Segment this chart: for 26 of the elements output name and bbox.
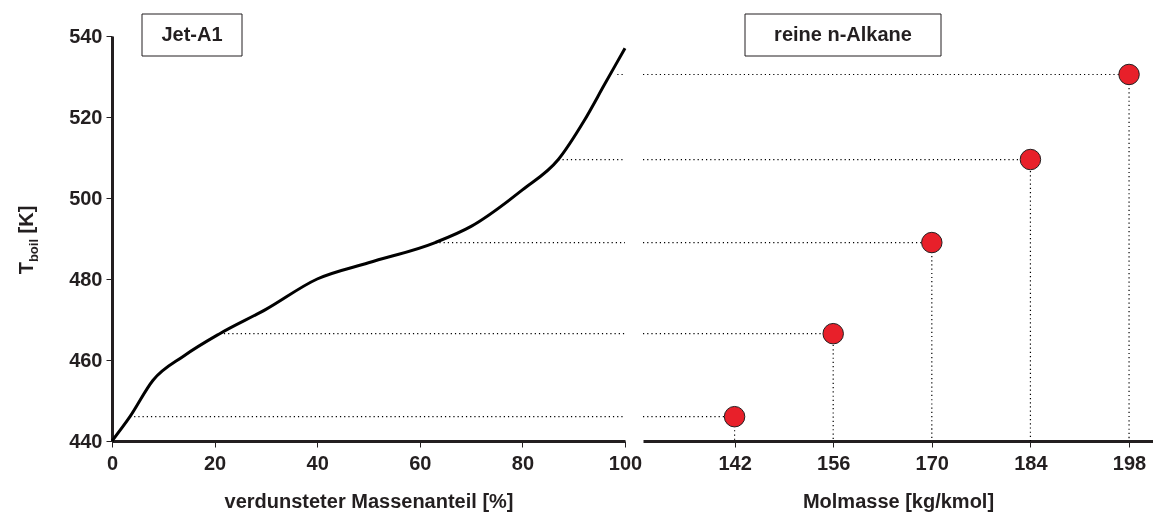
x-tick-label: 0 (106, 451, 119, 474)
point (723, 405, 746, 428)
chart-title: reine n-Alkane (774, 23, 912, 45)
point (1019, 148, 1042, 171)
x-tick-label: 40 (306, 451, 329, 474)
y-tick-label: 500 (69, 186, 103, 209)
y-tick-label: 480 (69, 267, 103, 290)
y-tick-label: 460 (69, 348, 103, 371)
x-axis-title: verdunsteter Massenanteil [%] (224, 489, 514, 512)
x-tick-label: 100 (608, 451, 643, 474)
point (822, 322, 844, 345)
x-tick-label: 170 (915, 451, 949, 474)
y-tick-label: 520 (69, 105, 103, 128)
x-tick-label: 20 (203, 451, 227, 474)
x-tick-label: 80 (511, 451, 535, 474)
y-tick-label: 440 (69, 429, 103, 452)
point (921, 231, 943, 254)
x-tick-label: 156 (817, 451, 851, 474)
x-tick-label: 142 (718, 451, 752, 474)
y-tick-label: 540 (69, 24, 103, 47)
x-axis-title: Molmasse [kg/kmol] (802, 489, 995, 512)
point (1118, 63, 1140, 86)
x-tick-label: 184 (1014, 451, 1049, 474)
x-tick-label: 198 (1112, 451, 1147, 474)
chart-title: Jet-A1 (161, 23, 223, 45)
x-tick-label: 60 (409, 451, 432, 474)
